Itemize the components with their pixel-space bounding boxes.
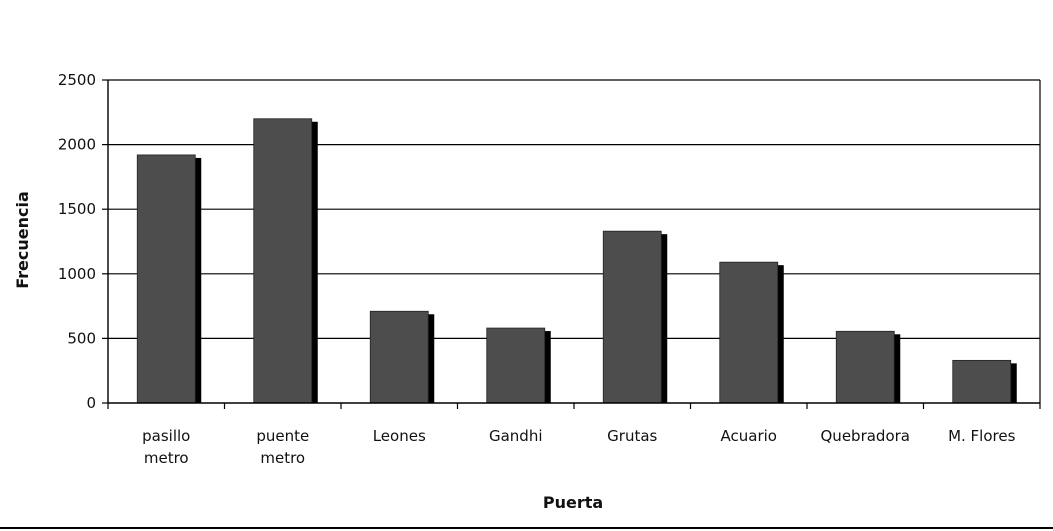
x-tick-label: Acuario: [721, 427, 777, 445]
x-tick-label-line: Grutas: [607, 427, 657, 445]
y-tick-label: 2000: [58, 136, 96, 154]
y-tick-label: 500: [67, 329, 96, 347]
x-tick-labels: pasillo metro puente metro Leones Gandhi Gruta…: [142, 427, 1015, 467]
bar: [602, 230, 662, 404]
x-tick-label: pasillo metro: [142, 427, 190, 467]
bars: [136, 118, 1017, 404]
bar: [136, 154, 196, 404]
x-tick-label: M. Flores: [948, 427, 1016, 445]
x-tick-label: Gandhi: [489, 427, 543, 445]
x-tick-label-line: Gandhi: [489, 427, 543, 445]
bar: [952, 359, 1012, 404]
bar: [486, 327, 546, 404]
x-tick-label: Grutas: [607, 427, 657, 445]
y-tick-label: 0: [86, 394, 96, 412]
x-tick-label-line: metro: [260, 449, 305, 467]
x-tick-label-line: Leones: [373, 427, 426, 445]
bar: [253, 118, 313, 404]
y-tick-label: 2500: [58, 71, 96, 89]
y-tick-label: 1500: [58, 200, 96, 218]
x-tick-label: Quebradora: [821, 427, 910, 445]
axes: [102, 79, 1041, 409]
x-tick-label: puente metro: [256, 427, 309, 467]
x-tick-label-line: metro: [144, 449, 189, 467]
bar: [369, 310, 429, 404]
x-axis-title: Puerta: [543, 493, 603, 512]
grid-lines: [108, 79, 1040, 339]
bar: [719, 261, 779, 404]
x-tick-label-line: pasillo: [142, 427, 190, 445]
x-tick-label: Leones: [373, 427, 426, 445]
x-tick-label-line: Acuario: [721, 427, 777, 445]
bar: [835, 330, 895, 404]
x-tick-label-line: M. Flores: [948, 427, 1016, 445]
x-tick-label-line: puente: [256, 427, 309, 445]
y-axis-title: Frecuencia: [13, 191, 32, 289]
x-tick-label-line: Quebradora: [821, 427, 910, 445]
y-tick-label: 1000: [58, 265, 96, 283]
y-tick-labels: 0 500 1000 1500 2000 2500: [58, 71, 96, 412]
